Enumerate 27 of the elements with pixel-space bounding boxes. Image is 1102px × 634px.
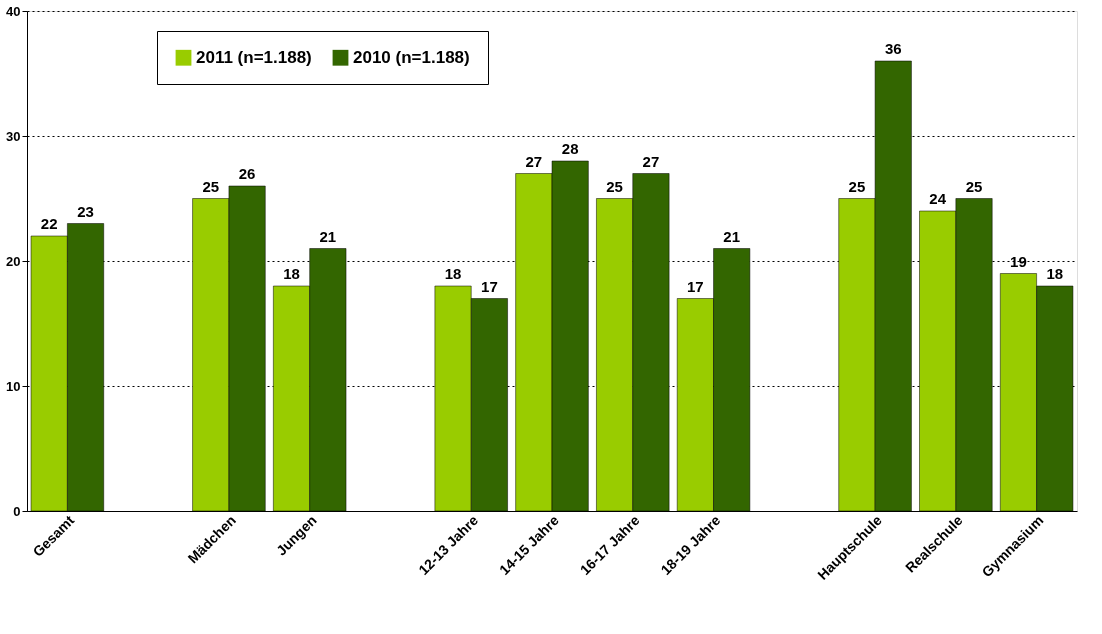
data-label: 25 [202, 177, 220, 195]
y-tick-label: 10 [6, 378, 21, 394]
data-label: 25 [606, 177, 623, 195]
data-label: 21 [319, 227, 337, 245]
data-label: 17 [481, 277, 498, 295]
y-tick-label: 20 [6, 253, 21, 269]
data-label: 18 [444, 265, 462, 282]
data-label: 25 [848, 177, 866, 195]
y-tick-label: 30 [6, 128, 21, 144]
data-label: 26 [238, 165, 256, 182]
data-label: 28 [561, 140, 579, 157]
data-label: 36 [884, 40, 902, 57]
data-label: 18 [283, 265, 300, 282]
data-label: 27 [642, 152, 660, 170]
data-label: 19 [1010, 252, 1027, 270]
data-label: 17 [687, 277, 704, 295]
data-label: 22 [40, 215, 58, 232]
legend-label: 2010 (n=1.188) [353, 47, 470, 67]
data-label: 25 [965, 177, 983, 195]
data-label: 18 [1046, 265, 1064, 282]
data-label: 24 [929, 190, 947, 207]
y-tick-label: 40 [6, 3, 21, 19]
y-tick-label: 0 [13, 503, 21, 519]
data-label: 27 [525, 152, 543, 170]
data-label: 21 [723, 227, 741, 245]
legend-label: 2011 (n=1.188) [196, 47, 312, 67]
data-label: 23 [77, 202, 94, 220]
